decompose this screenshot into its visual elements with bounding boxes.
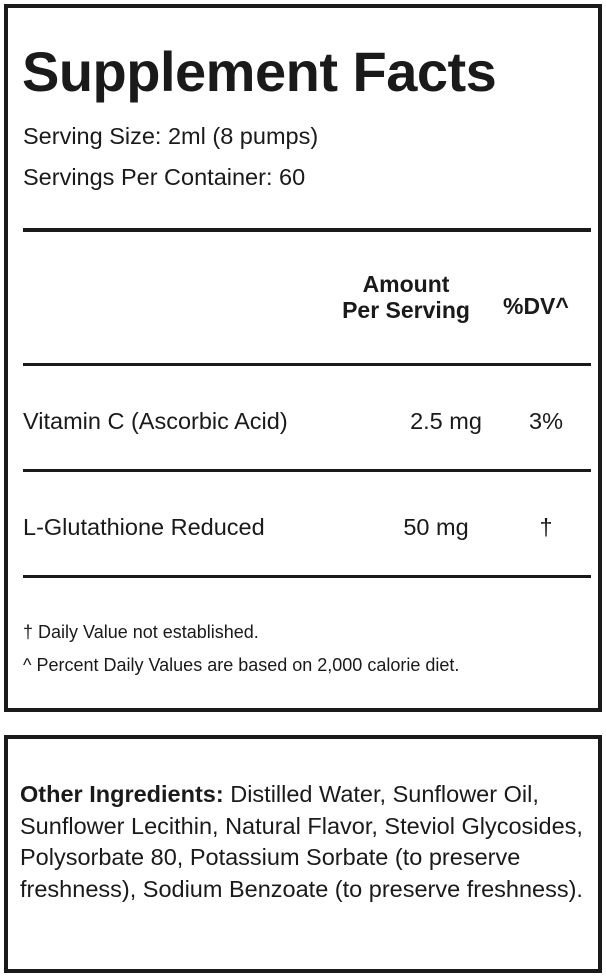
nutrient-amount: 50 mg xyxy=(403,514,469,540)
footnote-dv-not-established: † Daily Value not established. xyxy=(23,622,259,642)
divider-rule xyxy=(23,469,591,472)
other-ingredients-list: Distilled Water, Sunflower Oil, Sunflowe… xyxy=(20,781,583,902)
footnote-percent-dv: ^ Percent Daily Values are based on 2,00… xyxy=(23,655,460,675)
nutrient-dv: † xyxy=(539,514,553,540)
amount-header-line2: Per Serving xyxy=(342,297,470,324)
nutrient-amount: 2.5 mg xyxy=(410,408,482,434)
nutrient-name: L-Glutathione Reduced xyxy=(23,514,265,540)
nutrient-dv: 3% xyxy=(529,408,563,434)
other-ingredients-label: Other Ingredients: xyxy=(20,781,224,807)
nutrient-name: Vitamin C (Ascorbic Acid) xyxy=(23,408,288,434)
divider-rule xyxy=(23,363,591,366)
amount-header-line1: Amount xyxy=(362,271,450,297)
servings-per-container: Servings Per Container: 60 xyxy=(23,164,306,190)
facts-title: Supplement Facts xyxy=(22,40,497,103)
dv-header: %DV^ xyxy=(503,293,569,319)
supplement-facts-panel: Supplement Facts Serving Size: 2ml (8 pu… xyxy=(4,4,602,712)
other-ingredients-panel: Other Ingredients: Distilled Water, Sunf… xyxy=(4,735,602,973)
serving-size: Serving Size: 2ml (8 pumps) xyxy=(23,123,319,149)
divider-rule xyxy=(23,575,591,578)
other-ingredients-text: Other Ingredients: Distilled Water, Sunf… xyxy=(20,779,588,905)
amount-per-serving-header: Amount Per Serving xyxy=(317,271,495,324)
divider-rule xyxy=(23,228,591,232)
